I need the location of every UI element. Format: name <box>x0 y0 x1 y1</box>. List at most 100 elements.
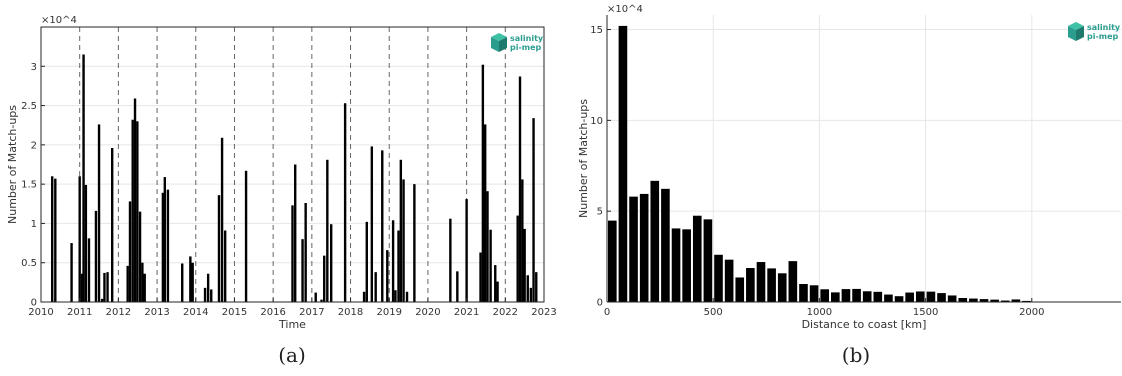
bar <box>650 180 660 302</box>
bar <box>516 215 519 302</box>
bar <box>489 229 492 302</box>
y-tick-label: 1.5 <box>21 180 37 191</box>
bar <box>852 288 861 302</box>
logo-cube-right <box>499 37 507 52</box>
bar <box>873 291 883 302</box>
bar <box>370 146 374 302</box>
x-tick-label: 2019 <box>377 307 402 318</box>
bar <box>94 210 98 302</box>
logo-cube-right <box>1076 26 1084 41</box>
x-tick-label: 2022 <box>493 307 518 318</box>
panel-a-bars <box>51 54 538 303</box>
bar <box>724 259 734 302</box>
bar <box>1000 300 1010 302</box>
bar <box>399 159 403 302</box>
x-tick-label: 2020 <box>415 307 440 318</box>
bar <box>87 238 91 302</box>
bar <box>100 298 104 302</box>
bar <box>481 64 485 302</box>
logo-cube-left <box>1068 26 1076 41</box>
bar <box>703 219 713 302</box>
bar <box>51 176 54 302</box>
panel-a-y-ticks: 0 0.5 1 1.5 2 2.5 3 <box>21 62 45 309</box>
bar <box>223 230 227 302</box>
bar <box>618 25 628 302</box>
panel-b-caption: (b) <box>842 343 870 367</box>
panel-a-chart: 00.511.522.53 2010 2011 2012 2013 2014 2015 20… <box>6 15 557 331</box>
x-tick-label: 2013 <box>144 307 169 318</box>
bar <box>746 268 755 302</box>
bar <box>110 148 114 302</box>
bar <box>777 273 787 302</box>
bar <box>161 192 165 302</box>
bar <box>163 177 167 302</box>
x-tick-label: 2011 <box>67 307 92 318</box>
bar <box>141 262 144 302</box>
x-tick-label: 1000 <box>807 307 832 318</box>
bar <box>97 124 101 302</box>
x-tick-label: 2000 <box>1019 307 1044 318</box>
bar <box>529 287 533 302</box>
bar <box>365 221 368 302</box>
bar <box>926 291 936 302</box>
y-tick-label: 1 <box>31 219 37 230</box>
bar <box>143 273 146 302</box>
bar <box>915 291 925 302</box>
bar <box>181 263 184 302</box>
bar <box>386 250 389 302</box>
bar <box>523 228 526 302</box>
bar <box>735 277 745 302</box>
bar <box>244 170 248 302</box>
y-tick-label: 2 <box>31 140 37 151</box>
bar <box>535 272 538 302</box>
bar <box>456 271 459 302</box>
panel-b-axes <box>606 15 1121 303</box>
bar <box>820 289 830 302</box>
y-tick-label: 15 <box>590 25 603 36</box>
bar <box>374 272 377 302</box>
bar <box>394 290 397 302</box>
x-tick-label: 2016 <box>260 307 285 318</box>
bar <box>799 284 808 302</box>
panel-a-caption: (a) <box>278 343 306 367</box>
bar <box>483 124 487 302</box>
bar <box>329 224 333 302</box>
panel-b-y-exponent: ×10^4 <box>607 4 643 15</box>
bar <box>133 98 137 302</box>
x-tick-label: 2018 <box>338 307 363 318</box>
bar <box>220 137 224 302</box>
panel-a-year-separators <box>79 27 506 302</box>
panel-b-bars <box>608 25 1031 302</box>
bar <box>682 229 691 302</box>
panel-b-plot-area <box>607 15 1121 302</box>
x-tick-label: 2015 <box>222 307 247 318</box>
bar <box>166 189 170 302</box>
bar <box>106 272 109 302</box>
bar <box>990 299 999 302</box>
bar <box>405 291 409 302</box>
bar <box>80 273 84 302</box>
bar <box>413 184 416 302</box>
bar <box>494 265 497 302</box>
bar <box>217 195 221 302</box>
bar <box>465 199 468 302</box>
bar <box>397 230 400 302</box>
bar <box>210 289 213 302</box>
bar <box>391 220 395 302</box>
x-tick-label: 2012 <box>106 307 131 318</box>
bar <box>639 193 649 302</box>
x-tick-label: 2014 <box>183 307 208 318</box>
bar <box>958 298 968 302</box>
bar <box>884 294 893 302</box>
bar <box>1011 299 1021 302</box>
bar <box>304 203 307 302</box>
bar <box>894 296 904 302</box>
x-tick-label: 2010 <box>28 307 53 318</box>
bar <box>191 262 194 302</box>
x-tick-label: 500 <box>704 307 723 318</box>
bar <box>381 150 384 302</box>
y-tick-label: 10 <box>590 116 603 127</box>
bar <box>979 299 989 302</box>
bar <box>526 275 529 302</box>
